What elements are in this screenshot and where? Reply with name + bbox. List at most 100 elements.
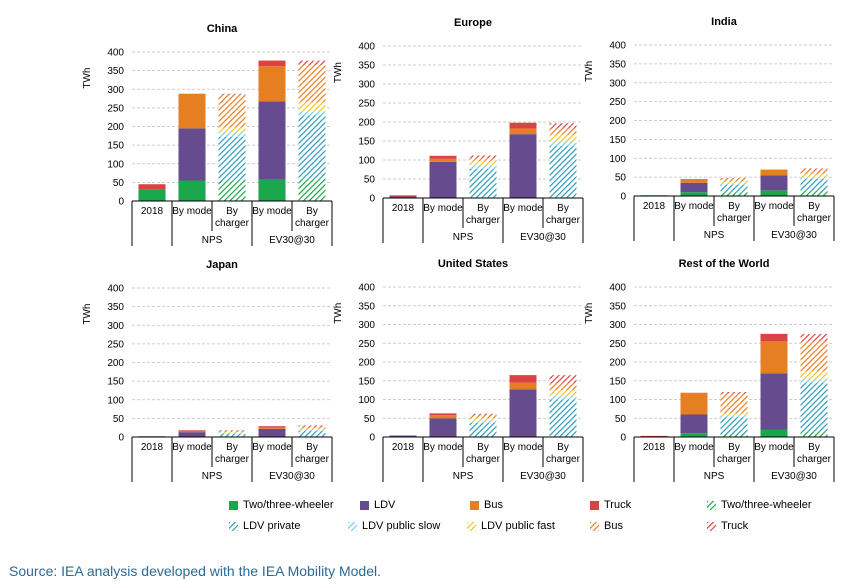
bar-segment-bus (760, 169, 788, 176)
x-tick-label: charger (295, 454, 330, 465)
bar-segment-ldv (258, 428, 286, 437)
y-tick-label: 50 (364, 175, 376, 186)
legend-label: Two/three-wheeler (721, 499, 812, 511)
y-axis-label: TWh (82, 68, 93, 89)
bar-segment-ldv-private (218, 136, 246, 181)
x-tick-label: charger (295, 218, 330, 229)
y-tick-label: 250 (609, 97, 626, 108)
bar-segment-ldv (429, 161, 457, 198)
bar-segment-ldv (178, 432, 206, 437)
y-tick-label: 250 (107, 103, 124, 114)
x-group-label: NPS (453, 232, 474, 243)
bar-segment-ldv-public-slow (298, 111, 326, 116)
bar-segment-ldv-private (720, 417, 748, 434)
bar-segment-ldv-public-fast (549, 390, 577, 396)
bar-segment-ldv-public-fast (720, 181, 748, 184)
legend-swatch (229, 500, 238, 510)
legend-label: Truck (604, 499, 632, 511)
bar-segment-ldv-public-slow (469, 420, 497, 423)
chart-panel: Japan TWh 0 50 100 150 200 250 300 350 400 2018 By m… (82, 259, 333, 482)
legend-swatch (348, 521, 357, 531)
bar-segment-two-three-wheeler (720, 434, 748, 437)
bar-segment-two-three-wheeler (138, 189, 166, 201)
bar-segment-truck (760, 333, 788, 342)
bar-segment-ldv-public-slow (218, 432, 246, 434)
bar-segment-ldv-public-fast (800, 371, 828, 379)
bar-segment-ldv (258, 101, 286, 180)
bar-segment-bus (800, 169, 828, 175)
y-tick-label: 0 (620, 192, 626, 203)
bar-segment-ldv-private (469, 422, 497, 437)
legend-item: LDV public fast (467, 520, 555, 532)
bar-segment-bus (549, 128, 577, 135)
bar-segment-truck (429, 155, 457, 159)
bar-segment-ldv-private (800, 382, 828, 432)
x-group-label: NPS (202, 235, 223, 246)
y-tick-label: 50 (615, 173, 627, 184)
y-tick-label: 300 (107, 321, 124, 332)
bar-segment-bus (800, 341, 828, 372)
x-tick-label: By (728, 201, 740, 212)
y-tick-label: 150 (609, 135, 626, 146)
x-tick-label: By mode (503, 203, 543, 214)
x-tick-label: charger (215, 218, 250, 229)
legend-swatch (467, 521, 476, 531)
legend-label: LDV public slow (362, 520, 441, 532)
x-tick-label: By (808, 201, 820, 212)
x-tick-label: By mode (423, 442, 463, 453)
bar-segment-truck (258, 60, 286, 67)
chart-title: China (207, 23, 238, 35)
x-tick-label: 2018 (141, 206, 164, 217)
y-axis-label: TWh (584, 61, 595, 82)
y-tick-label: 50 (364, 414, 376, 425)
bar-segment-truck (640, 435, 668, 437)
x-tick-label: By mode (423, 203, 463, 214)
bar-segment-bus (429, 415, 457, 419)
x-tick-label: By (306, 206, 318, 217)
bar-segment-truck (800, 333, 828, 342)
bar-segment-two-three-wheeler (680, 192, 708, 196)
legend-label: Truck (721, 520, 749, 532)
y-tick-label: 250 (358, 99, 375, 110)
chart-title: Europe (454, 17, 492, 29)
y-tick-label: 50 (113, 414, 125, 425)
y-tick-label: 150 (107, 141, 124, 152)
legend-label: Bus (484, 499, 503, 511)
legend: Two/three-wheeler LDV Bus Truck Two/three-wh… (0, 499, 841, 559)
legend-item: Bus (590, 520, 623, 532)
x-tick-label: By mode (172, 206, 212, 217)
bar-segment-two-three-wheeler (258, 179, 286, 201)
legend-item: LDV (360, 499, 395, 511)
x-group-label: NPS (704, 230, 725, 241)
bar-segment-bus (298, 427, 326, 429)
y-tick-label: 100 (358, 156, 375, 167)
x-tick-label: 2018 (392, 442, 415, 453)
x-tick-label: By mode (252, 442, 292, 453)
x-group-label: EV30@30 (771, 471, 817, 482)
bar-segment-ldv-private (469, 168, 497, 198)
bar-segment-truck (549, 123, 577, 129)
bar-segment-ldv-private (720, 184, 748, 193)
chart-panel: Rest of the World TWh 0 50 100 150 200 250 300 35… (584, 258, 835, 482)
bar-segment-ldv-public-fast (218, 432, 246, 433)
x-tick-label: By (226, 442, 238, 453)
y-tick-label: 300 (358, 320, 375, 331)
y-tick-label: 350 (107, 302, 124, 313)
bar-segment-ldv (509, 134, 537, 198)
legend-swatch (229, 521, 238, 531)
x-tick-label: By mode (674, 201, 714, 212)
x-tick-label: By (557, 203, 569, 214)
bar-segment-bus (258, 66, 286, 102)
y-tick-label: 300 (358, 80, 375, 91)
bar-segment-bus (218, 94, 246, 128)
x-tick-label: By (728, 442, 740, 453)
bar-segment-truck (258, 426, 286, 428)
legend-label: LDV private (243, 520, 301, 532)
bar-segment-truck (389, 195, 417, 197)
y-tick-label: 100 (609, 154, 626, 165)
bar-segment-truck (509, 122, 537, 129)
y-tick-label: 150 (609, 376, 626, 387)
bar-segment-ldv (760, 175, 788, 191)
bar-segment-ldv-public-fast (469, 161, 497, 165)
bar-segment-ldv-public-slow (298, 429, 326, 432)
